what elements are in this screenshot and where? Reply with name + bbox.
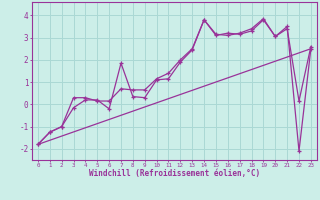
X-axis label: Windchill (Refroidissement éolien,°C): Windchill (Refroidissement éolien,°C): [89, 169, 260, 178]
